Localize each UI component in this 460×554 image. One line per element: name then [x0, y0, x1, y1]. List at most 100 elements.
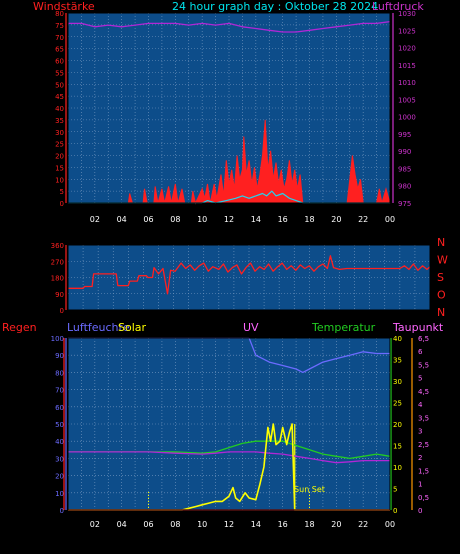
temperature-rtick-0: 0: [393, 507, 397, 515]
climate-xtick-14: 14: [251, 520, 261, 529]
direction-ytick-0: 0: [60, 307, 64, 315]
wind-xtick-18: 18: [304, 215, 314, 224]
wind-xtick-00: 00: [385, 215, 395, 224]
wind-xtick-12: 12: [224, 215, 234, 224]
uv-rtick-3: 3: [418, 428, 422, 436]
wind-xtick-04: 04: [117, 215, 127, 224]
legend-regen: Regen: [2, 321, 37, 334]
compass-label-3: O: [437, 289, 446, 302]
legend-solar: Solar: [118, 321, 147, 334]
wind-ytick-20: 20: [55, 153, 64, 161]
pressure-rtick-995: 995: [398, 131, 411, 139]
wind-ytick-40: 40: [55, 105, 64, 113]
compass-label-1: W: [437, 254, 448, 267]
climate-xtick-10: 10: [197, 520, 207, 529]
climate-ytick-60: 60: [55, 404, 64, 412]
climate-xtick-00: 00: [385, 520, 395, 529]
climate-ytick-30: 30: [55, 455, 64, 463]
temperature-rtick-30: 30: [393, 378, 402, 386]
pressure-line: [68, 20, 391, 33]
temperature-rtick-5: 5: [393, 486, 397, 494]
uv-rtick-6.5: 6,5: [418, 335, 429, 343]
humidity-line: [68, 337, 390, 374]
wind-direction-line: [68, 255, 431, 295]
climate-xtick-02: 02: [90, 520, 100, 529]
wind-xtick-02: 02: [90, 215, 100, 224]
wind-xtick-08: 08: [170, 215, 180, 224]
climate-xtick-08: 08: [170, 520, 180, 529]
climate-ytick-80: 80: [55, 369, 64, 377]
wind-ytick-5: 5: [60, 188, 64, 196]
uv-rtick-5: 5: [418, 375, 422, 383]
wind-ytick-60: 60: [55, 58, 64, 66]
wind-xtick-10: 10: [197, 215, 207, 224]
pressure-rtick-1005: 1005: [398, 96, 416, 104]
direction-panel-border: [67, 244, 431, 311]
legend-taupunkt: Taupunkt: [393, 321, 444, 334]
pressure-rtick-1020: 1020: [398, 45, 416, 53]
temperature-rtick-20: 20: [393, 421, 402, 429]
pressure-rtick-975: 975: [398, 200, 411, 208]
dewpoint-line: [68, 451, 390, 464]
direction-ytick-180: 180: [51, 275, 64, 283]
temperature-rtick-15: 15: [393, 443, 402, 451]
uv-rtick-5.5: 5,5: [418, 361, 429, 369]
header-left-label: Windstärke: [33, 0, 95, 13]
legend-uv: UV: [243, 321, 259, 334]
climate-xtick-04: 04: [117, 520, 127, 529]
compass-label-4: N: [437, 306, 445, 319]
uv-rtick-0: 0: [418, 507, 422, 515]
wind-ytick-70: 70: [55, 34, 64, 42]
wind-ytick-50: 50: [55, 81, 64, 89]
uv-rtick-0.5: 0,5: [418, 494, 429, 502]
pressure-rtick-1015: 1015: [398, 62, 416, 70]
temperature-rtick-40: 40: [393, 335, 402, 343]
uv-rtick-2: 2: [418, 454, 422, 462]
uv-rtick-2.5: 2,5: [418, 441, 429, 449]
climate-xtick-20: 20: [331, 520, 341, 529]
pressure-rtick-990: 990: [398, 148, 411, 156]
wind-ytick-0: 0: [60, 200, 64, 208]
wind-ytick-10: 10: [55, 176, 64, 184]
wind-xtick-06: 06: [143, 215, 153, 224]
wind-ytick-35: 35: [55, 117, 64, 125]
direction-ytick-270: 270: [51, 258, 64, 266]
wind-ytick-45: 45: [55, 93, 64, 101]
temperature-rtick-25: 25: [393, 400, 402, 408]
wind-panel-border: [67, 12, 391, 204]
wind-xtick-16: 16: [278, 215, 288, 224]
wind-gust-area: [68, 119, 391, 205]
temperature-rtick-35: 35: [393, 357, 402, 365]
wind-ytick-15: 15: [55, 164, 64, 172]
climate-xtick-18: 18: [304, 520, 314, 529]
uv-rtick-1.5: 1,5: [418, 467, 429, 475]
wind-xtick-22: 22: [358, 215, 368, 224]
direction-ytick-90: 90: [55, 291, 64, 299]
climate-xtick-22: 22: [358, 520, 368, 529]
pressure-rtick-1025: 1025: [398, 27, 416, 35]
wind-ytick-30: 30: [55, 129, 64, 137]
climate-ytick-20: 20: [55, 473, 64, 481]
climate-ytick-50: 50: [55, 421, 64, 429]
climate-ytick-100: 100: [51, 335, 64, 343]
pressure-rtick-980: 980: [398, 183, 411, 191]
climate-ytick-40: 40: [55, 438, 64, 446]
wind-ytick-80: 80: [55, 10, 64, 18]
compass-label-2: S: [437, 271, 444, 284]
pressure-rtick-985: 985: [398, 165, 411, 173]
climate-xtick-12: 12: [224, 520, 234, 529]
climate-ytick-0: 0: [60, 507, 64, 515]
wind-ytick-75: 75: [55, 22, 64, 30]
direction-ytick-360: 360: [51, 242, 64, 250]
uv-rtick-1: 1: [418, 481, 422, 489]
climate-ytick-90: 90: [55, 352, 64, 360]
climate-ytick-70: 70: [55, 387, 64, 395]
climate-xtick-16: 16: [278, 520, 288, 529]
chart-title: 24 hour graph day : Oktober 28 2024: [172, 0, 379, 13]
legend-luftfeuchte: Luftfeuchte: [67, 321, 130, 334]
climate-panel-background: [68, 338, 390, 510]
header-right-label: Luftdruck: [372, 0, 424, 13]
wind-ytick-65: 65: [55, 46, 64, 54]
uv-rtick-4: 4: [418, 401, 423, 409]
